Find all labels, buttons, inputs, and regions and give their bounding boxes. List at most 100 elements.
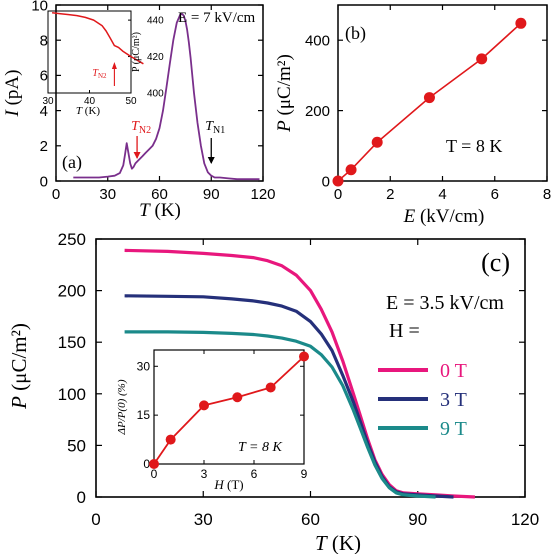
- x-tick-label: 90: [408, 510, 427, 529]
- y-axis-label-unit: (pA): [2, 70, 23, 111]
- annotation-sub: N1: [213, 125, 225, 136]
- polarization-series-point: [371, 136, 383, 148]
- field-label: E = 3.5 kV/cm: [386, 292, 504, 314]
- x-tick-label: 120: [511, 510, 539, 529]
- annotation-label: TN2: [131, 119, 151, 136]
- y-tick-label: 100: [58, 385, 86, 404]
- inset-frame: [47, 10, 132, 94]
- inset-x-tick-label: 9: [301, 467, 308, 481]
- inset-y-tick-label: 440: [147, 16, 164, 27]
- annotation-arrowhead: [207, 157, 215, 164]
- legend-label: 9 T: [440, 418, 467, 440]
- inset-x-label-unit: (T): [224, 477, 244, 492]
- y-axis-label-var: I: [2, 108, 23, 117]
- inset-x-tick-label: 30: [42, 96, 54, 107]
- y-axis-label: P (μC/m²): [274, 54, 295, 133]
- x-axis-label-unit: (kV/cm): [415, 206, 484, 227]
- y-axis-label: P (μC/m²): [7, 323, 31, 410]
- annotation-main: T: [131, 119, 140, 134]
- y-tick-label: 0: [322, 173, 330, 190]
- polarization-series-point: [515, 17, 527, 29]
- inset-x-label: T (K): [76, 105, 100, 117]
- x-axis-label-unit: (K): [150, 200, 181, 221]
- y-tick-label: 250: [58, 230, 86, 249]
- inset-marker-sub: N2: [98, 72, 107, 80]
- legend-label: 3 T: [440, 389, 467, 411]
- x-tick-label: 8: [543, 186, 551, 203]
- inset-series-point: [299, 351, 309, 362]
- inset-series-point: [149, 459, 159, 469]
- inset-x-tick-label: 6: [251, 467, 258, 481]
- x-axis-label-unit: (K): [327, 531, 361, 554]
- annotation-label: TN1: [205, 119, 225, 136]
- inset-series-line: [52, 12, 144, 65]
- inset-y-tick-label: 0: [143, 457, 150, 471]
- y-tick-label: 400: [305, 32, 330, 49]
- series-9t-line: [124, 330, 436, 499]
- x-tick-label: 60: [301, 510, 320, 529]
- x-tick-label: 120: [250, 186, 275, 203]
- x-tick-label: 0: [52, 186, 60, 203]
- annotation-sub: N2: [139, 125, 151, 136]
- y-axis-label-var: P: [7, 396, 31, 410]
- inset-frame: [153, 349, 305, 465]
- x-tick-label: 0: [334, 186, 342, 203]
- panel-label: (b): [345, 23, 366, 44]
- x-tick-label: 60: [151, 186, 168, 203]
- panel-label: (a): [62, 152, 82, 173]
- inset-marker-arrowhead: [111, 62, 117, 69]
- y-tick-label: 8: [40, 32, 48, 49]
- annotation-arrowhead: [133, 152, 141, 159]
- y-tick-label: 0: [77, 488, 86, 507]
- x-tick-label: 4: [438, 186, 446, 203]
- y-tick-label: 2: [40, 138, 48, 155]
- y-axis-label: I (pA): [2, 70, 23, 118]
- y-axis-label-unit: (μC/m²): [7, 323, 31, 396]
- y-tick-label: 200: [58, 282, 86, 301]
- inset-marker-main: T: [92, 68, 99, 79]
- y-tick-label: 4: [40, 103, 48, 120]
- polarization-series-point: [476, 53, 488, 65]
- inset-y-tick-label: 420: [147, 52, 164, 63]
- inset-x-label-var: H: [213, 477, 224, 492]
- inset-y-tick-label: 15: [137, 408, 151, 422]
- inset-y-label: P (μC/m²): [131, 32, 142, 72]
- x-axis-label: T (K): [139, 200, 181, 221]
- field-label: E = 7 kV/cm: [178, 10, 256, 26]
- x-tick-label: 30: [194, 510, 213, 529]
- x-tick-label: 30: [99, 186, 116, 203]
- annotation-main: T: [205, 119, 214, 134]
- inset-x-tick-label: 0: [151, 467, 158, 481]
- y-tick-label: 150: [58, 333, 86, 352]
- inset-y-label: ΔP/P(0) (%): [116, 379, 128, 435]
- y-axis-label-var: P: [274, 120, 295, 133]
- panel-a: 0 30 60 90 120 0 2 4 6 8 10 T (K) I (pA) (a) E = 7 kV/…: [2, 0, 276, 221]
- polarization-series-point: [345, 164, 357, 176]
- y-tick-label: 0: [40, 173, 48, 190]
- y-tick-label: 50: [67, 436, 86, 455]
- inset-series-point: [165, 434, 176, 445]
- y-axis-label-unit: (μC/m²): [274, 54, 295, 120]
- inset-y-tick-label: 400: [147, 89, 164, 100]
- x-tick-label: 90: [203, 186, 220, 203]
- inset-x-label: H (T): [213, 477, 243, 492]
- inset-y-tick-label: 30: [137, 359, 151, 373]
- x-axis-label: T (K): [315, 531, 361, 554]
- panel-label: (c): [481, 248, 510, 277]
- inset-temperature-label: T = 8 K: [238, 440, 282, 455]
- x-axis-label-var: T: [315, 531, 328, 554]
- polarization-series-point: [423, 92, 435, 104]
- y-tick-label: 200: [305, 103, 330, 120]
- y-tick-label: 6: [40, 68, 48, 85]
- plot-frame: [337, 4, 548, 182]
- inset-series-point: [199, 400, 209, 411]
- inset-x-tick-label: 50: [125, 96, 137, 107]
- h-label: H =: [389, 320, 420, 342]
- x-tick-label: 6: [491, 186, 499, 203]
- inset-series-point: [265, 382, 276, 393]
- inset-x-tick-label: 40: [84, 96, 96, 107]
- panel-b: 0 2 4 6 8 0 200 400 E (kV/cm) P (μC/m²) (b) T = 8 K: [274, 4, 551, 227]
- temperature-label: T = 8 K: [446, 136, 502, 156]
